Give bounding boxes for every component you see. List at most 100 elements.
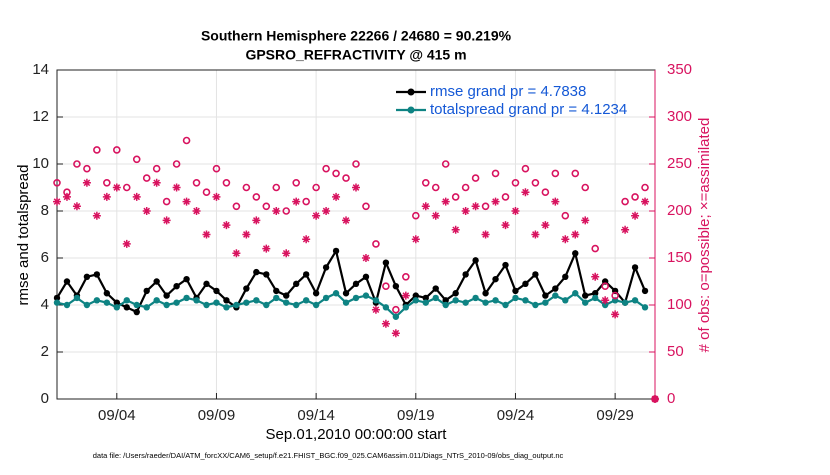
point [93, 297, 101, 304]
point [382, 259, 390, 266]
point [272, 207, 281, 215]
point [452, 297, 459, 304]
point [232, 249, 241, 258]
point [113, 146, 121, 154]
point [592, 294, 599, 302]
point [472, 294, 479, 302]
point [631, 264, 639, 271]
point [362, 273, 370, 280]
point [441, 197, 450, 206]
point [312, 290, 320, 297]
point [521, 188, 530, 197]
point [302, 297, 310, 304]
point [452, 290, 459, 297]
point [342, 290, 350, 297]
point [541, 188, 550, 196]
point [461, 207, 470, 215]
point [382, 282, 390, 291]
point [542, 292, 549, 299]
y-tick-label: 10 [32, 155, 49, 172]
point [202, 230, 211, 239]
point [582, 299, 589, 306]
x-tick-label: 09/19 [397, 407, 435, 424]
point [471, 174, 480, 182]
point [511, 207, 520, 215]
y2-tick-label: 50 [667, 343, 684, 360]
point [153, 278, 160, 285]
y2-tick-label: 300 [667, 108, 692, 125]
point [203, 301, 210, 309]
point [253, 297, 260, 304]
point [382, 304, 390, 311]
point [491, 169, 500, 178]
point [172, 160, 181, 168]
x-tick-label: 09/09 [198, 407, 236, 424]
y-tick-label: 8 [41, 202, 49, 219]
point [512, 287, 519, 295]
point [53, 294, 61, 302]
point [521, 164, 530, 173]
point [283, 292, 290, 299]
point [571, 230, 580, 239]
point [262, 202, 271, 211]
y-tick-label: 4 [41, 296, 49, 313]
point [421, 202, 430, 211]
point [273, 287, 280, 295]
point [512, 294, 519, 302]
point [352, 183, 360, 192]
point [293, 301, 300, 309]
point [601, 282, 609, 291]
point [133, 308, 140, 316]
y2-axis-label: # of obs: o=possible; ×=assimilated [696, 118, 713, 353]
point [192, 207, 201, 215]
point [292, 179, 301, 187]
point [411, 235, 420, 244]
point [222, 179, 231, 187]
point [601, 301, 609, 309]
point [152, 164, 161, 173]
point [522, 297, 529, 304]
point [242, 230, 251, 239]
point [133, 301, 140, 309]
point [631, 297, 639, 304]
point [233, 301, 240, 309]
point [93, 146, 101, 154]
point [83, 301, 91, 309]
point [322, 164, 330, 173]
point [372, 297, 380, 304]
point [551, 197, 560, 206]
point [552, 292, 559, 299]
point [322, 207, 331, 215]
point [461, 183, 470, 192]
point [472, 257, 479, 264]
point [123, 304, 130, 311]
point [302, 271, 310, 278]
point [173, 283, 180, 290]
point [263, 271, 270, 278]
point [482, 299, 489, 306]
point [481, 202, 490, 211]
legend-marker [407, 106, 415, 114]
point [293, 280, 300, 288]
point [432, 285, 439, 292]
point [143, 287, 150, 295]
point [562, 273, 569, 280]
point [611, 291, 619, 300]
y2-tick-label: 350 [667, 61, 692, 78]
point [162, 216, 171, 225]
x-tick-label: 09/14 [297, 407, 335, 424]
point [352, 160, 360, 168]
point [332, 290, 340, 297]
point [162, 197, 171, 206]
point [263, 301, 270, 309]
point [502, 301, 509, 309]
point [132, 155, 141, 164]
point [53, 197, 61, 206]
footnote: data file: /Users/raeder/DAI/ATM_forcXX/… [93, 451, 564, 460]
point [213, 287, 220, 295]
point [142, 174, 151, 182]
point [262, 244, 271, 253]
point [591, 244, 600, 253]
point [451, 193, 460, 201]
